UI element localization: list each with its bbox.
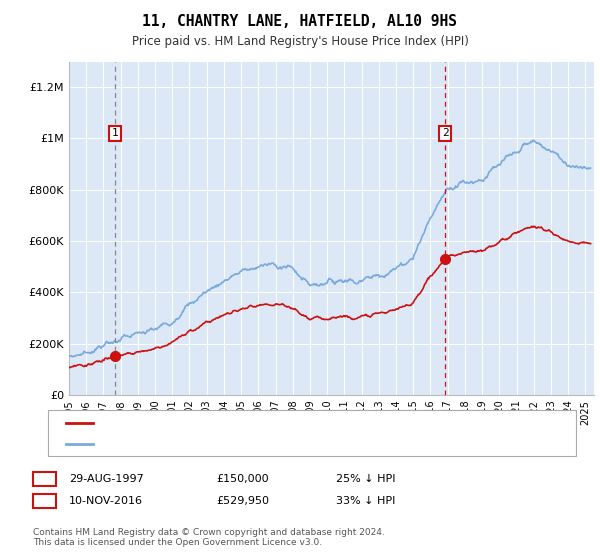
Text: £529,950: £529,950 xyxy=(216,496,269,506)
Text: 29-AUG-1997: 29-AUG-1997 xyxy=(69,474,144,484)
Text: 25% ↓ HPI: 25% ↓ HPI xyxy=(336,474,395,484)
Text: Price paid vs. HM Land Registry's House Price Index (HPI): Price paid vs. HM Land Registry's House … xyxy=(131,35,469,48)
Text: 11, CHANTRY LANE, HATFIELD, AL10 9HS: 11, CHANTRY LANE, HATFIELD, AL10 9HS xyxy=(143,14,458,29)
Text: 1: 1 xyxy=(41,474,48,484)
Text: Contains HM Land Registry data © Crown copyright and database right 2024.
This d: Contains HM Land Registry data © Crown c… xyxy=(33,528,385,547)
Text: 1: 1 xyxy=(112,128,118,138)
Text: HPI: Average price, detached house, Welwyn Hatfield: HPI: Average price, detached house, Welw… xyxy=(99,438,376,449)
Text: 2: 2 xyxy=(442,128,449,138)
Text: 33% ↓ HPI: 33% ↓ HPI xyxy=(336,496,395,506)
Text: 10-NOV-2016: 10-NOV-2016 xyxy=(69,496,143,506)
Text: 2: 2 xyxy=(41,496,48,506)
Text: £150,000: £150,000 xyxy=(216,474,269,484)
Text: 11, CHANTRY LANE, HATFIELD, AL10 9HS (detached house): 11, CHANTRY LANE, HATFIELD, AL10 9HS (de… xyxy=(99,418,406,428)
